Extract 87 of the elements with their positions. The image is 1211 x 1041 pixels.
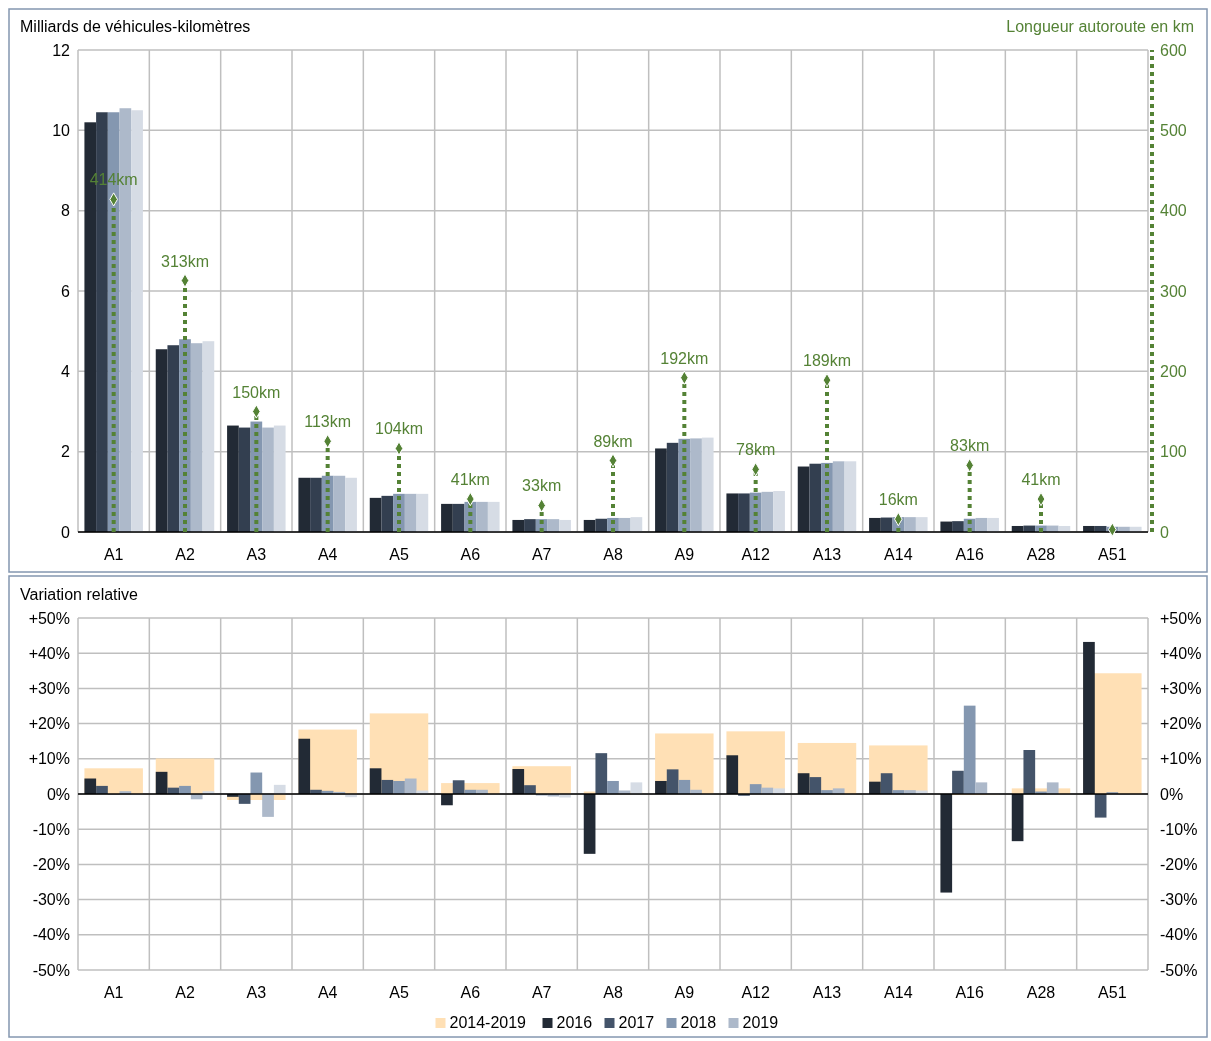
x-tick-label: A51 bbox=[1098, 984, 1127, 1001]
legend-label: 2016 bbox=[556, 1014, 593, 1031]
x-tick-label: A6 bbox=[460, 984, 481, 1001]
data-label: 78km bbox=[736, 441, 776, 459]
y-tick-label: +30% bbox=[28, 680, 70, 697]
y-tick-label: 6 bbox=[61, 282, 71, 300]
x-tick-label: A5 bbox=[389, 546, 409, 563]
x-tick-label: A5 bbox=[389, 984, 409, 1001]
data-label: 189km bbox=[802, 352, 852, 370]
x-tick-label: A7 bbox=[531, 984, 552, 1001]
x-tick-label: A6 bbox=[460, 546, 481, 563]
y-tick-label: +40% bbox=[28, 644, 70, 662]
y-tick-label: 8 bbox=[61, 202, 71, 220]
legend-label: 2014-2019 bbox=[449, 1014, 527, 1031]
x-tick-label: A9 bbox=[674, 546, 695, 563]
data-label: 313km bbox=[160, 252, 210, 270]
y-axis-title: Milliards de véhicules-kilomètres bbox=[20, 18, 251, 35]
y2-tick-label: 300 bbox=[1160, 282, 1187, 300]
y2-tick-label: 600 bbox=[1160, 41, 1187, 59]
x-tick-label: A2 bbox=[175, 546, 195, 563]
x-tick-label: A28 bbox=[1026, 984, 1056, 1001]
y2-tick-label: -30% bbox=[1160, 891, 1198, 909]
y-tick-label: -50% bbox=[32, 961, 70, 979]
x-tick-label: A3 bbox=[246, 546, 267, 563]
x-tick-label: A1 bbox=[103, 984, 124, 1001]
data-label: 16km bbox=[878, 491, 918, 509]
y2-tick-label: 500 bbox=[1160, 121, 1187, 139]
y-tick-label: -30% bbox=[32, 891, 70, 909]
y2-tick-label: +30% bbox=[1160, 680, 1202, 697]
x-tick-label: A1 bbox=[103, 546, 124, 563]
y2-tick-label: -10% bbox=[1160, 820, 1198, 838]
x-tick-label: A12 bbox=[741, 984, 770, 1001]
y-tick-label: +20% bbox=[28, 715, 70, 733]
data-label: 33km bbox=[522, 477, 562, 495]
data-label: 41km bbox=[450, 471, 490, 489]
x-tick-label: A4 bbox=[317, 984, 338, 1001]
x-tick-label: A9 bbox=[674, 984, 695, 1001]
y2-tick-label: +40% bbox=[1160, 644, 1202, 662]
y-tick-label: 12 bbox=[52, 41, 71, 59]
x-tick-label: A14 bbox=[884, 546, 913, 563]
data-label: 83km bbox=[950, 437, 990, 455]
x-tick-label: A4 bbox=[317, 546, 338, 563]
x-tick-label: A28 bbox=[1026, 546, 1056, 563]
x-tick-label: A2 bbox=[175, 984, 195, 1001]
x-tick-label: A14 bbox=[884, 984, 913, 1001]
y2-tick-label: +50% bbox=[1160, 609, 1202, 627]
x-tick-label: A12 bbox=[741, 546, 770, 563]
y-tick-label: 4 bbox=[61, 362, 71, 380]
y-tick-label: 2 bbox=[61, 443, 71, 461]
legend-label: 2017 bbox=[618, 1014, 655, 1031]
x-tick-label: A8 bbox=[603, 546, 623, 563]
y2-tick-label: 0 bbox=[1160, 523, 1169, 541]
y2-tick-label: -40% bbox=[1160, 926, 1198, 944]
y-tick-label: -10% bbox=[32, 820, 70, 838]
data-label: 113km bbox=[304, 413, 352, 431]
data-label: 192km bbox=[660, 349, 709, 367]
y2-tick-label: 400 bbox=[1160, 202, 1187, 220]
y2-tick-label: 200 bbox=[1160, 362, 1187, 380]
x-tick-label: A13 bbox=[812, 984, 842, 1001]
legend-label: 2018 bbox=[680, 1014, 717, 1031]
x-tick-label: A3 bbox=[246, 984, 267, 1001]
y-tick-label: 0% bbox=[46, 785, 70, 803]
x-tick-label: A7 bbox=[531, 546, 552, 563]
data-label: 150km bbox=[232, 383, 281, 401]
x-tick-label: A16 bbox=[955, 546, 984, 563]
y2-tick-label: +20% bbox=[1160, 715, 1202, 733]
x-tick-label: A51 bbox=[1098, 546, 1127, 563]
y2-tick-label: 0% bbox=[1160, 785, 1184, 803]
data-label: 89km bbox=[593, 432, 633, 450]
y2-tick-label: 100 bbox=[1160, 443, 1187, 461]
y-tick-label: +50% bbox=[28, 609, 70, 627]
x-tick-label: A13 bbox=[812, 546, 842, 563]
legend-label: 2019 bbox=[742, 1014, 779, 1031]
y-tick-label: +10% bbox=[28, 750, 70, 768]
y2-tick-label: -50% bbox=[1160, 961, 1198, 979]
y2-tick-label: -20% bbox=[1160, 856, 1198, 873]
y-tick-label: -20% bbox=[32, 856, 70, 873]
data-label: 104km bbox=[374, 420, 424, 438]
y-tick-label: 10 bbox=[52, 121, 71, 139]
y2-axis-title: Longueur autoroute en km bbox=[1006, 18, 1194, 35]
y-tick-label: 0 bbox=[61, 523, 71, 541]
x-tick-label: A16 bbox=[955, 984, 984, 1001]
x-tick-label: A8 bbox=[603, 984, 623, 1001]
y2-tick-label: +10% bbox=[1160, 750, 1202, 768]
y-axis-title: Variation relative bbox=[20, 586, 139, 603]
y-tick-label: -40% bbox=[32, 926, 70, 944]
data-label: 41km bbox=[1021, 471, 1061, 489]
